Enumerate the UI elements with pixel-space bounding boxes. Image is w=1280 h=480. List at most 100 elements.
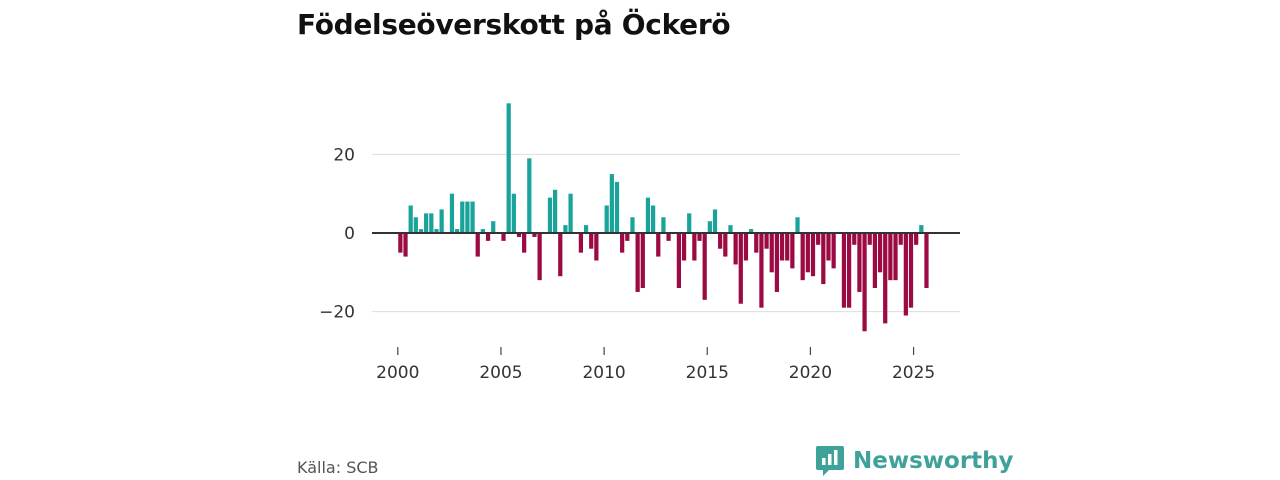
x-tick-label: 2010	[582, 363, 625, 383]
bar-negative	[914, 233, 919, 245]
bar-negative	[831, 233, 836, 269]
y-axis-ticks: 20 0 −20	[319, 145, 355, 322]
bar-negative	[872, 233, 878, 289]
bar-negative	[810, 233, 816, 277]
bar-negative	[867, 233, 872, 245]
bar-positive	[454, 229, 460, 233]
bar-positive	[748, 229, 754, 233]
bar-negative	[800, 233, 805, 281]
bar-negative	[697, 233, 702, 241]
bar-negative	[676, 233, 682, 289]
bar-negative	[702, 233, 707, 300]
bar-positive	[439, 209, 444, 233]
bar-negative	[723, 233, 728, 257]
bar-negative	[738, 233, 743, 304]
y-tick-label: 0	[344, 224, 355, 244]
bar-negative	[718, 233, 723, 249]
bar-negative	[594, 233, 599, 261]
bar-positive	[511, 193, 516, 233]
bar-positive	[563, 225, 568, 233]
bar-negative	[877, 233, 883, 273]
bar-negative	[635, 233, 640, 292]
bar-negative	[785, 233, 790, 261]
bar-negative	[681, 233, 687, 261]
bar-negative	[883, 233, 888, 324]
bar-positive	[434, 229, 439, 233]
bar-positive	[645, 197, 651, 233]
bar-positive	[552, 189, 558, 233]
bar-negative	[558, 233, 563, 277]
x-tick-label: 2000	[376, 363, 419, 383]
bar-positive	[568, 193, 573, 233]
bar-positive	[712, 209, 718, 233]
x-tick-label: 2005	[479, 363, 522, 383]
bar-negative	[485, 233, 491, 241]
bar-negative	[620, 233, 625, 253]
bar-negative	[516, 233, 522, 237]
bar-negative	[779, 233, 785, 261]
bar-negative	[625, 233, 630, 241]
bar-negative	[852, 233, 857, 245]
bar-negative	[826, 233, 831, 261]
bar-positive	[728, 225, 733, 233]
bar-positive	[408, 205, 413, 233]
bar-negative	[841, 233, 847, 308]
bar-positive	[604, 205, 609, 233]
y-tick-label: −20	[319, 303, 355, 323]
bar-positive	[661, 217, 666, 233]
brand-logo: Newsworthy	[815, 445, 1014, 477]
bar-negative	[769, 233, 774, 273]
chart-title: Födelseöverskott på Öckerö	[297, 8, 731, 41]
bar-positive	[583, 225, 589, 233]
bar-negative	[578, 233, 584, 253]
y-tick-label: 20	[333, 145, 355, 165]
bar-negative	[501, 233, 506, 241]
bar-negative	[666, 233, 671, 241]
bar-positive	[707, 221, 712, 233]
source-note: Källa: SCB	[297, 458, 379, 477]
bar-positive	[630, 217, 635, 233]
bars	[398, 103, 929, 332]
bar-positive	[614, 181, 620, 233]
bar-positive	[650, 205, 656, 233]
bar-negative	[903, 233, 908, 316]
bar-positive	[465, 201, 470, 233]
bar-negative	[898, 233, 903, 245]
bar-negative	[640, 233, 645, 289]
x-tick-label: 2015	[686, 363, 729, 383]
bar-positive	[919, 225, 924, 233]
bar-positive	[480, 229, 486, 233]
bar-negative	[888, 233, 893, 281]
bar-negative	[924, 233, 929, 289]
bar-negative	[743, 233, 749, 261]
bar-negative	[764, 233, 769, 249]
bar-negative	[692, 233, 697, 261]
grid-lines	[372, 153, 960, 313]
bar-negative	[589, 233, 594, 249]
bar-positive	[491, 221, 496, 233]
newsworthy-logo-icon	[816, 446, 844, 476]
bar-positive	[413, 217, 418, 233]
bar-negative	[537, 233, 542, 281]
bar-negative	[475, 233, 480, 257]
bar-positive	[418, 229, 424, 233]
bar-positive	[527, 158, 532, 233]
bar-negative	[754, 233, 759, 253]
bar-negative	[790, 233, 795, 269]
bar-positive	[470, 201, 475, 233]
bar-negative	[733, 233, 738, 265]
bar-negative	[846, 233, 852, 308]
bar-positive	[429, 213, 434, 233]
bar-negative	[857, 233, 862, 292]
bar-positive	[687, 213, 692, 233]
bar-negative	[522, 233, 527, 253]
bar-positive	[506, 103, 511, 233]
bar-negative	[532, 233, 537, 237]
bar-negative	[403, 233, 408, 257]
bar-negative	[862, 233, 867, 332]
bar-positive	[460, 201, 465, 233]
bar-negative	[774, 233, 780, 292]
bar-positive	[609, 174, 614, 233]
bar-positive	[547, 197, 553, 233]
